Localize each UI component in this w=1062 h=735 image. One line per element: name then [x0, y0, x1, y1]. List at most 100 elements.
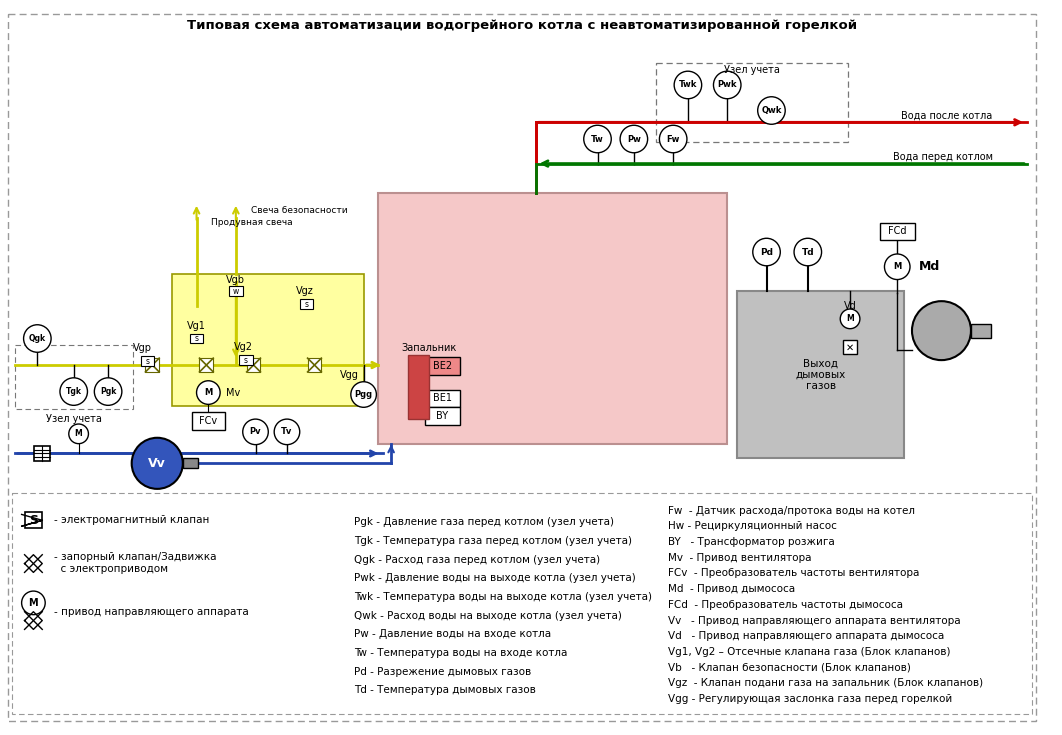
Bar	[190, 334, 204, 343]
Bar	[24, 512, 42, 528]
Text: M: M	[846, 315, 854, 323]
Text: FCd  - Преобразователь частоты дымососа: FCd - Преобразователь частоты дымососа	[668, 600, 904, 610]
Text: Выход
дымовых
газов: Выход дымовых газов	[795, 358, 845, 392]
Text: M: M	[74, 429, 83, 438]
Text: Td - Температура дымовых газов: Td - Температура дымовых газов	[354, 685, 535, 695]
Text: Md: Md	[919, 260, 940, 273]
Bar	[879, 223, 915, 240]
Text: Tw - Температура воды на входе котла: Tw - Температура воды на входе котла	[354, 648, 567, 658]
Bar	[737, 291, 904, 459]
Text: Pd - Разрежение дымовых газов: Pd - Разрежение дымовых газов	[354, 667, 531, 677]
Bar	[191, 412, 225, 430]
Circle shape	[753, 238, 781, 266]
Bar	[425, 390, 460, 407]
Text: Узел учета: Узел учета	[46, 414, 102, 424]
Text: Vgz: Vgz	[296, 287, 313, 296]
Text: M: M	[204, 388, 212, 397]
Text: - запорный клапан/Задвижка: - запорный клапан/Задвижка	[54, 552, 217, 562]
Text: Vv: Vv	[149, 457, 166, 470]
Text: Qwk: Qwk	[761, 106, 782, 115]
Circle shape	[23, 325, 51, 352]
Text: Vv   - Привод направляющего аппарата вентилятора: Vv - Привод направляющего аппарата венти…	[668, 615, 961, 625]
Text: с электроприводом: с электроприводом	[54, 564, 168, 575]
Bar	[140, 356, 154, 366]
Circle shape	[620, 125, 648, 153]
Bar	[34, 445, 50, 462]
Text: Запальник: Запальник	[400, 343, 456, 354]
Text: Vgp: Vgp	[133, 343, 152, 354]
Circle shape	[912, 301, 971, 360]
Text: BE2: BE2	[432, 361, 451, 371]
Circle shape	[660, 125, 687, 153]
Text: Mv  - Привод вентилятора: Mv - Привод вентилятора	[668, 553, 811, 563]
Text: Tgk - Температура газа перед котлом (узел учета): Tgk - Температура газа перед котлом (узе…	[354, 536, 632, 546]
Circle shape	[59, 378, 87, 405]
Text: Twk - Температура воды на выходе котла (узел учета): Twk - Температура воды на выходе котла (…	[354, 592, 652, 602]
Bar	[183, 459, 198, 468]
Circle shape	[794, 238, 822, 266]
Text: Vgg - Регулирующая заслонка газа перед горелкой: Vgg - Регулирующая заслонка газа перед г…	[668, 694, 953, 704]
Text: BY: BY	[436, 411, 448, 421]
Bar	[200, 358, 213, 372]
Text: FCv  - Преобразователь частоты вентилятора: FCv - Преобразователь частоты вентилятор…	[668, 568, 920, 578]
Text: Tgk: Tgk	[66, 387, 82, 396]
Circle shape	[885, 254, 910, 279]
Text: BE1: BE1	[432, 393, 451, 404]
Polygon shape	[24, 555, 42, 573]
Text: FCd: FCd	[888, 226, 907, 237]
Text: Узел учета: Узел учета	[724, 65, 780, 75]
Bar	[145, 358, 159, 372]
Text: Vgg: Vgg	[340, 370, 358, 380]
Text: Vg1, Vg2 – Отсечные клапана газа (Блок клапанов): Vg1, Vg2 – Отсечные клапана газа (Блок к…	[668, 647, 950, 657]
Bar	[229, 287, 243, 296]
Text: Fw  - Датчик расхода/протока воды на котел: Fw - Датчик расхода/протока воды на коте…	[668, 506, 915, 515]
Text: FCv: FCv	[200, 416, 218, 426]
Text: Td: Td	[802, 248, 815, 257]
Circle shape	[274, 419, 299, 445]
Text: Mv: Mv	[226, 387, 240, 398]
Text: Pv: Pv	[250, 427, 261, 437]
Bar	[971, 324, 991, 337]
Circle shape	[584, 125, 612, 153]
Text: s: s	[145, 356, 150, 365]
Text: Vgz  - Клапан подани газа на запальник (Блок клапанов): Vgz - Клапан подани газа на запальник (Б…	[668, 678, 983, 689]
Text: Вода перед котлом: Вода перед котлом	[892, 151, 993, 162]
Text: Вода после котла: Вода после котла	[902, 110, 993, 121]
Text: Pd: Pd	[760, 248, 773, 257]
Text: s: s	[243, 356, 247, 365]
Circle shape	[196, 381, 220, 404]
Text: Свеча безопасности: Свеча безопасности	[251, 207, 347, 215]
Circle shape	[840, 309, 860, 329]
Circle shape	[350, 381, 376, 407]
Text: Twk: Twk	[679, 80, 697, 90]
Text: Продувная свеча: Продувная свеча	[211, 218, 293, 227]
Text: Pgk: Pgk	[100, 387, 116, 396]
Text: Типовая схема автоматизации водогрейного котла с неавтоматизированной горелкой: Типовая схема автоматизации водогрейного…	[187, 20, 857, 32]
Text: Hw - Рециркуляционный насос: Hw - Рециркуляционный насос	[668, 521, 837, 531]
Circle shape	[132, 438, 183, 489]
Text: Qgk - Расход газа перед котлом (узел учета): Qgk - Расход газа перед котлом (узел уче…	[354, 555, 600, 564]
Text: Vb   - Клапан безопасности (Блок клапанов): Vb - Клапан безопасности (Блок клапанов)	[668, 663, 911, 673]
Bar	[299, 299, 313, 309]
Text: Md  - Привод дымососа: Md - Привод дымососа	[668, 584, 795, 594]
Text: Qgk: Qgk	[29, 334, 46, 343]
Circle shape	[674, 71, 702, 98]
Text: Pgk - Давление газа перед котлом (узел учета): Pgk - Давление газа перед котлом (узел у…	[354, 517, 614, 527]
Text: s: s	[194, 334, 199, 343]
Text: - привод направляющего аппарата: - привод направляющего аппарата	[54, 606, 249, 617]
Text: Vg1: Vg1	[187, 320, 206, 331]
Text: Tv: Tv	[281, 427, 293, 437]
Bar	[425, 407, 460, 425]
Text: Qwk - Расход воды на выходе котла (узел учета): Qwk - Расход воды на выходе котла (узел …	[354, 611, 621, 620]
Text: Tw: Tw	[592, 135, 604, 143]
Bar	[425, 357, 460, 375]
Text: M: M	[893, 262, 902, 271]
Circle shape	[714, 71, 741, 98]
Text: Pwk: Pwk	[718, 80, 737, 90]
Circle shape	[757, 97, 785, 124]
Bar	[239, 355, 253, 365]
Bar	[408, 355, 429, 419]
Text: Pwk - Давление воды на выходе котла (узел учета): Pwk - Давление воды на выходе котла (узе…	[354, 573, 635, 584]
Text: ✕: ✕	[846, 343, 854, 352]
Polygon shape	[24, 612, 42, 629]
